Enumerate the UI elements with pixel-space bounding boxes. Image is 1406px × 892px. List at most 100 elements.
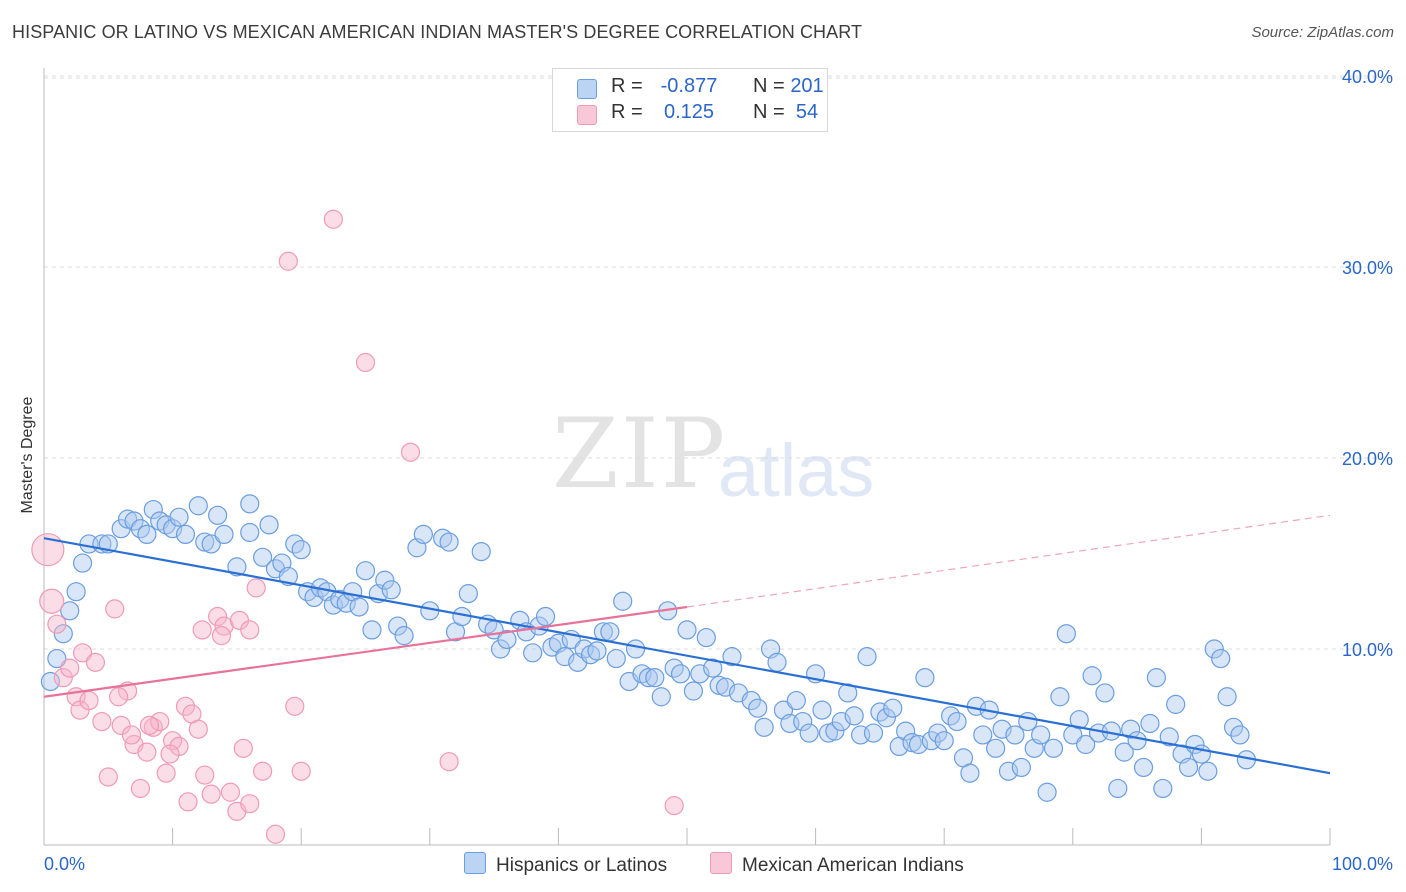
point-hispanic [1230, 725, 1250, 745]
point-hispanic [1076, 734, 1096, 755]
point-hispanic [1121, 719, 1141, 739]
point-hispanic [240, 494, 260, 514]
point-mexican-american-indian [175, 696, 196, 716]
point-hispanic [381, 580, 401, 600]
bottom-legend-hispanic: Hispanics or Latinos [464, 852, 667, 877]
point-hispanic [1140, 713, 1160, 734]
point-hispanic [1069, 710, 1089, 730]
point-hispanic [613, 591, 633, 611]
point-hispanic [394, 626, 414, 646]
point-hispanic [1217, 687, 1237, 707]
point-hispanic [863, 723, 884, 743]
legend-r-label: R = [611, 101, 643, 123]
point-hispanic [677, 620, 697, 640]
point-hispanic [143, 499, 163, 520]
point-mexican-american-indian [240, 794, 260, 814]
point-hispanic [1056, 624, 1076, 644]
point-hispanic [355, 561, 376, 581]
point-mexican-american-indian [156, 763, 176, 783]
point-hispanic [844, 706, 864, 726]
point-hispanic [799, 723, 819, 743]
point-hispanic [53, 624, 73, 644]
point-hispanic [703, 658, 723, 678]
blue-swatch [464, 852, 486, 874]
point-hispanic [1108, 778, 1128, 799]
point-mexican-american-indian [291, 761, 311, 781]
point-mexican-american-indian [130, 778, 151, 799]
point-mexican-american-indian [60, 658, 80, 678]
point-hispanic [793, 711, 813, 732]
y-tick-label: 40.0% [1342, 67, 1393, 87]
point-hispanic [169, 507, 189, 527]
point-mexican-american-indian [79, 690, 99, 711]
point-hispanic [587, 641, 607, 661]
stats-legend: R = -0.877 N = 201 R = 0.125 N = 54 [552, 68, 828, 132]
point-mexican-american-indian [85, 652, 106, 672]
point-hispanic [928, 723, 948, 743]
point-hispanic [291, 540, 311, 560]
point-hispanic [259, 515, 279, 535]
legend-n-value: 54 [795, 101, 819, 123]
point-hispanic [490, 639, 511, 659]
y-tick-label: 30.0% [1342, 258, 1393, 278]
point-mexican-american-indian [72, 643, 93, 663]
point-mexican-american-indian [53, 668, 73, 688]
point-mexican-american-indian [121, 725, 142, 745]
point-mexican-american-indian [278, 251, 298, 271]
point-hispanic [1011, 757, 1031, 778]
point-mexican-american-indian [400, 442, 421, 462]
point-hispanic [812, 700, 832, 720]
point-hispanic [208, 505, 228, 525]
point-hispanic [124, 511, 144, 531]
point-hispanic [214, 524, 234, 545]
point-mexican-american-indian [240, 620, 260, 640]
pink-swatch [710, 852, 732, 874]
point-mexican-american-indian [31, 533, 65, 567]
point-hispanic [1198, 761, 1218, 781]
point-mexican-american-indian [192, 620, 212, 640]
point-mexican-american-indian [246, 578, 266, 598]
point-hispanic [825, 721, 845, 741]
pink-swatch [577, 105, 597, 125]
point-mexican-american-indian [211, 626, 232, 646]
point-mexican-american-indian [160, 744, 180, 764]
point-hispanic [1082, 666, 1102, 686]
point-hispanic [1211, 648, 1231, 669]
legend-r-value: 0.125 [663, 101, 715, 123]
point-mexican-american-indian [323, 209, 343, 229]
point-hispanic [388, 616, 408, 636]
point-hispanic [362, 620, 382, 640]
point-hispanic [883, 698, 903, 718]
point-mexican-american-indian [47, 614, 67, 634]
point-hispanic [1223, 717, 1244, 737]
point-mexican-american-indian [105, 599, 125, 619]
bottom-legend-label: Mexican American Indians [742, 855, 964, 876]
tick-labels: 10.0% 20.0% 30.0% 40.0% 0.0% 100.0% [44, 67, 1393, 874]
point-hispanic [973, 725, 993, 745]
point-hispanic [1133, 757, 1154, 778]
point-hispanic [439, 532, 459, 552]
point-hispanic [201, 534, 221, 554]
point-mexican-american-indian [439, 752, 459, 772]
point-hispanic [754, 717, 774, 737]
point-hispanic [683, 681, 704, 701]
point-hispanic [471, 541, 491, 562]
point-hispanic [240, 522, 260, 543]
point-mexican-american-indian [111, 715, 131, 736]
chart-title: HISPANIC OR LATINO VS MEXICAN AMERICAN I… [12, 22, 863, 42]
point-mexican-american-indian [92, 711, 112, 732]
point-hispanic [1146, 668, 1166, 688]
point-mexican-american-indian [150, 711, 170, 732]
point-mexican-american-indian [664, 796, 684, 816]
point-hispanic [535, 606, 556, 627]
point-hispanic [722, 647, 742, 667]
point-hispanic [651, 687, 671, 707]
point-hispanic [998, 761, 1019, 781]
point-mexican-american-indian [137, 742, 157, 762]
trend-lines [43, 514, 1331, 775]
point-hispanic [1043, 738, 1064, 758]
point-hispanic [670, 664, 691, 684]
point-hispanic [1031, 725, 1051, 745]
point-hispanic [1178, 757, 1199, 778]
point-hispanic [947, 711, 967, 732]
